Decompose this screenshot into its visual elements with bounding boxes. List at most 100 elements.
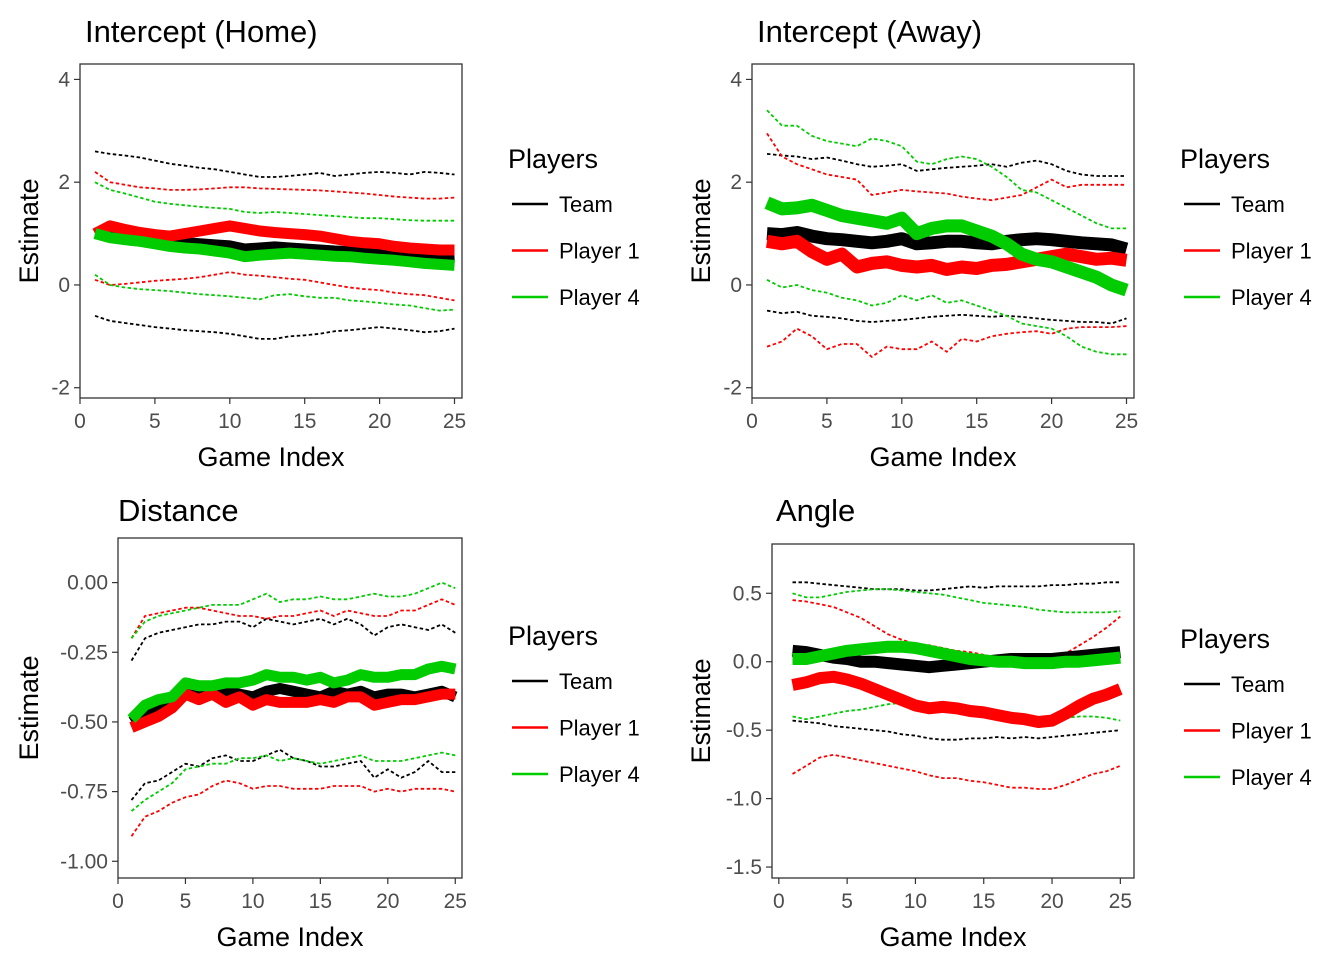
- y-tick-label: 2: [730, 171, 742, 194]
- y-tick-label: 0.5: [733, 582, 762, 605]
- y-axis-label: Estimate: [14, 178, 44, 283]
- series-player-1-line: [765, 234, 1128, 276]
- legend-label: Player 4: [559, 762, 640, 787]
- series-team-line: [766, 226, 1129, 256]
- panel-border: [771, 543, 1135, 879]
- y-axis-label: Estimate: [686, 658, 716, 763]
- series-team-lower-line: [766, 309, 1127, 325]
- y-axis-label: Estimate: [686, 178, 716, 283]
- x-tick-label: 15: [309, 890, 332, 913]
- series-player-1-line: [92, 220, 455, 256]
- legend-label: Player 4: [559, 285, 640, 310]
- y-tick-label: -1.5: [726, 856, 762, 879]
- panel-border: [79, 63, 463, 399]
- series-player-1-upper-line: [766, 132, 1127, 202]
- series-player-1-upper-line: [94, 171, 455, 200]
- series-team-lower-line: [792, 719, 1121, 741]
- x-tick-label: 25: [444, 890, 467, 913]
- series-group: [127, 581, 458, 837]
- x-tick-label: 10: [904, 890, 927, 913]
- legend-label: Player 1: [559, 239, 640, 264]
- panel-border: [117, 537, 463, 879]
- series-team-upper-line: [792, 581, 1121, 592]
- y-tick-label: 0: [730, 274, 742, 297]
- x-tick-label: 5: [180, 890, 192, 913]
- x-tick-label: 25: [1109, 890, 1132, 913]
- series-player-4-line: [764, 196, 1129, 297]
- series-player-4-upper-line: [94, 181, 455, 222]
- series-player-4-upper-line: [766, 109, 1127, 230]
- x-tick-label: 0: [74, 410, 86, 433]
- x-tick-label: 20: [376, 890, 399, 913]
- legend-label: Team: [1231, 192, 1285, 217]
- legend-label: Player 4: [1231, 765, 1312, 790]
- y-tick-label: -0.50: [60, 711, 108, 734]
- series-group: [791, 581, 1123, 790]
- series-player-4-upper-line: [130, 581, 456, 639]
- chart-title: Distance: [118, 493, 239, 528]
- legend-title: Players: [508, 621, 598, 651]
- legend-label: Player 1: [1231, 719, 1312, 744]
- x-tick-label: 10: [218, 410, 241, 433]
- legend-label: Player 4: [1231, 285, 1312, 310]
- y-tick-label: -1.00: [60, 850, 108, 873]
- series-group: [764, 109, 1129, 358]
- series-player-1-line: [129, 688, 456, 733]
- series-player-4-line: [127, 660, 457, 723]
- series-group: [92, 150, 455, 340]
- x-tick-label: 5: [149, 410, 161, 433]
- series-team-lower-line: [130, 748, 456, 801]
- y-axis-label: Estimate: [14, 655, 44, 760]
- y-tick-label: 4: [58, 68, 70, 91]
- legend-label: Team: [559, 669, 613, 694]
- x-tick-label: 10: [241, 890, 264, 913]
- legend-title: Players: [1180, 624, 1270, 654]
- x-tick-label: 15: [965, 410, 988, 433]
- x-tick-label: 5: [841, 890, 853, 913]
- series-team-lower-line: [94, 314, 455, 340]
- x-tick-label: 25: [443, 410, 466, 433]
- chart-title: Intercept (Home): [85, 14, 318, 49]
- y-tick-label: -2: [51, 377, 70, 400]
- series-player-4-lower-line: [130, 751, 456, 812]
- x-tick-label: 15: [293, 410, 316, 433]
- x-tick-label: 15: [972, 890, 995, 913]
- series-team-upper-line: [766, 153, 1127, 177]
- x-tick-label: 0: [746, 410, 758, 433]
- y-tick-label: 0.0: [733, 651, 762, 674]
- x-tick-label: 5: [821, 410, 833, 433]
- y-tick-label: -1.0: [726, 788, 762, 811]
- x-tick-label: 10: [890, 410, 913, 433]
- chart-panel-2: Intercept (Away) Estimate Game Index 0 5 10 15…: [686, 14, 1312, 472]
- series-player-1-lower-line: [130, 779, 456, 837]
- x-tick-label: 25: [1115, 410, 1138, 433]
- x-tick-label: 20: [1040, 890, 1063, 913]
- series-player-1-lower-line: [94, 271, 455, 302]
- series-player-4-upper-line: [792, 588, 1121, 614]
- x-tick-label: 0: [773, 890, 785, 913]
- y-tick-label: 2: [58, 171, 70, 194]
- legend: Players Team Player 1 Player 4: [1180, 624, 1312, 790]
- series-player-4-line: [93, 228, 455, 271]
- y-tick-label: -2: [723, 377, 742, 400]
- series-player-1-line: [791, 670, 1123, 728]
- y-tick-label: -0.5: [726, 719, 762, 742]
- x-axis-label: Game Index: [869, 442, 1017, 472]
- chart-panel-1: Intercept (Home) Estimate Game Index 0 5 10 15…: [14, 14, 640, 472]
- series-player-4-line: [792, 640, 1121, 670]
- legend: Players Team Player 1 Player 4: [508, 621, 640, 787]
- series-team-upper-line: [130, 617, 456, 662]
- series-player-4-lower-line: [766, 278, 1127, 356]
- legend-title: Players: [1180, 144, 1270, 174]
- series-player-1-upper-line: [130, 598, 456, 639]
- y-tick-label: 4: [730, 68, 742, 91]
- series-player-4-lower-line: [94, 273, 455, 312]
- chart-title: Angle: [776, 493, 855, 528]
- chart-title: Intercept (Away): [757, 14, 982, 49]
- legend-label: Player 1: [559, 716, 640, 741]
- chart-panel-4: Angle Estimate Game Index 0 5 10 15 20 25 -1.5 -1.…: [686, 493, 1312, 952]
- x-axis-label: Game Index: [216, 922, 364, 952]
- chart-panel-3: Distance Estimate Game Index 0 5 10 15 20 25 -1.0…: [14, 493, 640, 952]
- series-player-1-lower-line: [792, 753, 1121, 790]
